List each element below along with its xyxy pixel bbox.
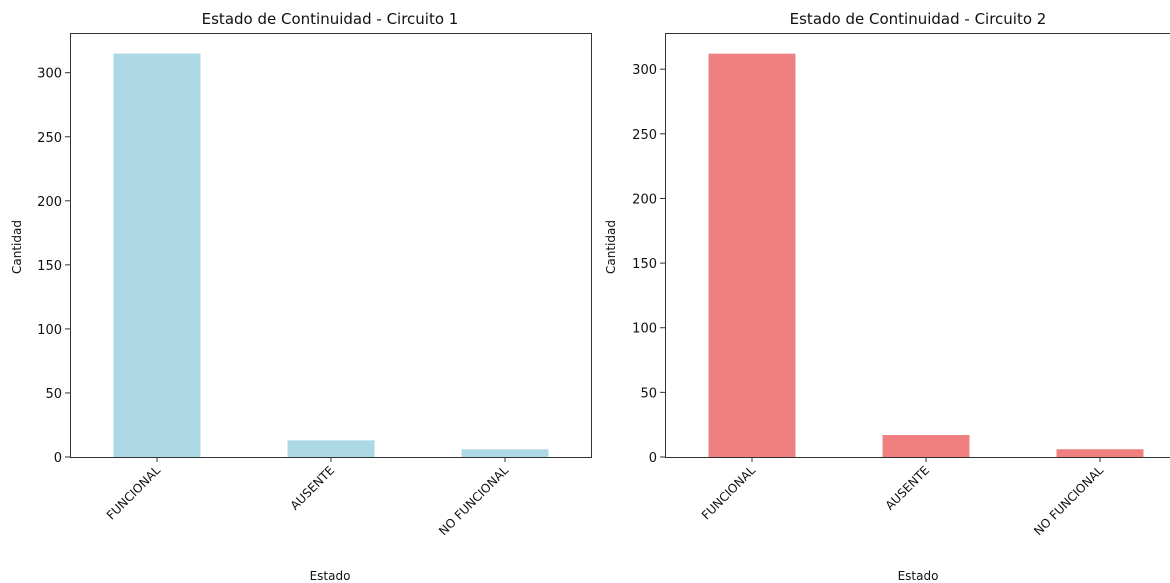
x-tick-label: NO FUNCIONAL <box>436 463 511 538</box>
y-tick-label: 0 <box>649 451 657 466</box>
bar-ausente <box>882 435 970 457</box>
bars <box>708 53 1144 458</box>
y-tick-label: 300 <box>632 63 657 78</box>
y-tick-label: 100 <box>632 322 657 337</box>
y-tick-label: 150 <box>37 259 62 274</box>
x-axis-label: Estado <box>310 569 351 583</box>
x-tick-label: AUSENTE <box>288 463 338 513</box>
y-tick-label: 0 <box>54 451 62 466</box>
bar-funcional <box>113 53 201 457</box>
x-tick-label: NO FUNCIONAL <box>1031 463 1106 538</box>
chart-circuito-1: Estado de Continuidad - Circuito 1 Canti… <box>10 10 592 583</box>
x-tick-label: AUSENTE <box>883 463 933 513</box>
y-axis-label: Cantidad <box>10 220 24 274</box>
y-tick-label: 50 <box>640 386 657 401</box>
y-tick-label: 300 <box>37 67 62 82</box>
bar-ausente <box>287 440 375 457</box>
y-tick-label: 200 <box>632 192 657 207</box>
x-axis-ticks: FUNCIONAL AUSENTE NO FUNCIONAL <box>699 457 1106 538</box>
y-tick-label: 200 <box>37 195 62 210</box>
y-tick-label: 50 <box>45 387 62 402</box>
chart-circuito-2: Estado de Continuidad - Circuito 2 Canti… <box>604 10 1170 583</box>
y-tick-label: 150 <box>632 257 657 272</box>
y-tick-label: 100 <box>37 323 62 338</box>
x-axis-label: Estado <box>898 569 939 583</box>
x-tick-label: FUNCIONAL <box>104 463 164 523</box>
y-tick-label: 250 <box>37 131 62 146</box>
x-axis-ticks: FUNCIONAL AUSENTE NO FUNCIONAL <box>104 457 511 538</box>
y-axis-ticks: 0 50 100 150 200 250 300 <box>37 67 70 466</box>
y-axis-label: Cantidad <box>604 220 618 274</box>
plot-frame <box>665 33 1170 458</box>
y-tick-label: 250 <box>632 128 657 143</box>
bars <box>113 53 549 457</box>
x-tick-label: FUNCIONAL <box>699 463 759 523</box>
bar-no-funcional <box>461 449 549 457</box>
chart-title: Estado de Continuidad - Circuito 2 <box>790 10 1047 28</box>
bar-funcional <box>708 53 796 458</box>
bar-no-funcional <box>1056 449 1144 457</box>
chart-title: Estado de Continuidad - Circuito 1 <box>202 10 459 28</box>
plot-frame <box>70 33 592 458</box>
y-axis-ticks: 0 50 100 150 200 250 300 <box>632 63 665 466</box>
